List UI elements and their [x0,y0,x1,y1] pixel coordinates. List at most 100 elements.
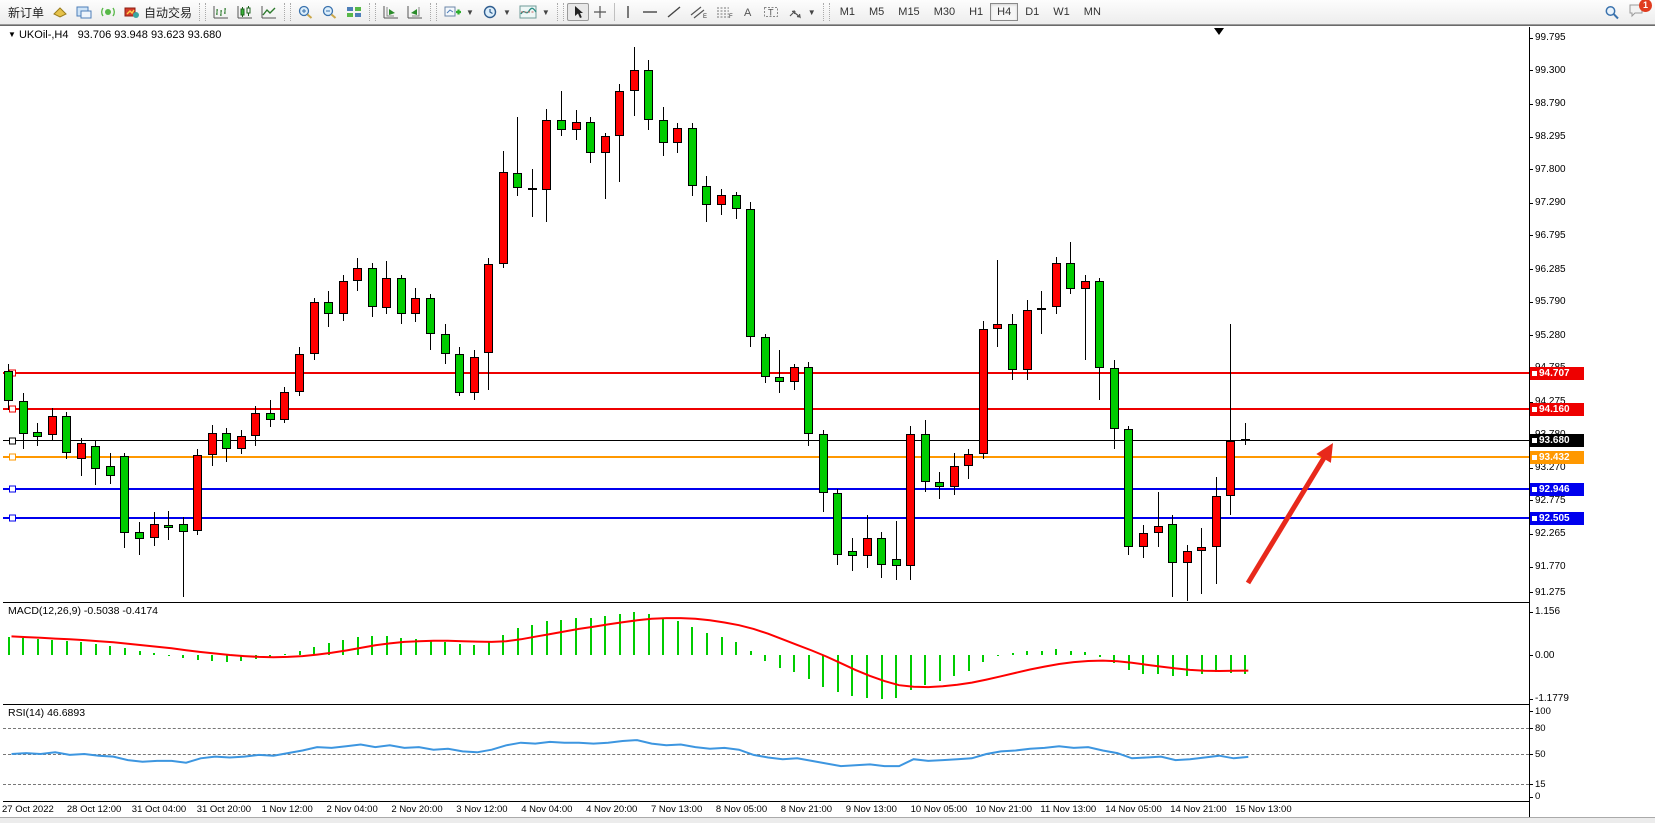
search-icon[interactable] [1604,5,1620,20]
horizontal-level-line[interactable] [3,485,1529,493]
candle-body [498,172,508,264]
shapes-button[interactable]: ▼ [783,3,820,21]
notifications-button[interactable]: 1 [1628,0,1652,21]
candle [105,452,115,485]
notification-badge: 1 [1639,0,1652,12]
fibonacci-button[interactable]: F [712,3,738,21]
cursor-button[interactable] [566,3,589,21]
time-axis[interactable] [3,801,1529,818]
candle [789,363,799,390]
horizontal-line-button[interactable] [638,3,662,21]
candle [411,287,421,323]
candle [1153,492,1163,548]
macd-histogram-bar [851,655,854,696]
price-axis[interactable] [1529,27,1655,817]
autotrading-button[interactable]: 自动交易 [120,2,196,23]
macd-histogram-bar [7,637,10,655]
macd-histogram-bar [822,655,825,687]
bar-chart-button[interactable] [209,3,233,21]
chevron-down-icon: ▼ [807,7,816,17]
price-pane[interactable] [3,27,1529,600]
candle [236,429,246,454]
macd-pane[interactable] [3,602,1529,703]
macd-histogram-bar [924,655,927,685]
macd-histogram-bar [531,625,534,655]
chart-shift-icon [383,6,399,19]
macd-histogram-bar [880,655,883,699]
zoom-out-button[interactable] [318,3,342,21]
vertical-line-button[interactable] [618,3,638,21]
rsi-level-line [3,728,1529,729]
macd-histogram-bar [967,655,970,671]
horizontal-level-line[interactable] [3,453,1529,461]
tile-windows-button[interactable] [342,3,366,21]
candle [1080,274,1090,361]
candle-body [193,455,203,532]
candle [818,429,828,512]
macd-histogram-bar [254,655,257,659]
candle [877,531,886,578]
horizontal-level-line[interactable] [3,405,1529,413]
line-handle[interactable] [9,405,16,413]
channel-button[interactable]: E [686,3,712,21]
macd-histogram-bar [996,655,999,656]
candlestick-button[interactable] [233,3,257,21]
candle [673,123,683,153]
candle [556,91,566,137]
trendline-button[interactable] [662,3,686,21]
timeframe-m1[interactable]: M1 [839,6,855,18]
rsi-pane[interactable] [3,704,1529,802]
horizontal-level-line[interactable] [3,437,1529,445]
line-handle[interactable] [9,453,16,461]
line-handle[interactable] [9,485,16,493]
new-order-button[interactable]: 新订单 [0,2,48,23]
chart-area: ▼ UKOil-,H4 93.706 93.948 93.623 93.680 … [0,25,1655,823]
horizontal-level-line[interactable] [3,514,1529,522]
time-axis-label: 14 Nov 21:00 [1170,804,1227,815]
market-watch-button[interactable] [48,3,72,21]
line-handle[interactable] [9,514,16,522]
candle [280,386,290,423]
line-chart-button[interactable] [257,3,281,21]
macd-histogram-bar [1055,649,1058,655]
chart-shift-marker[interactable] [1214,28,1224,35]
timeframe-mn[interactable]: MN [1083,6,1101,18]
timeframe-m5[interactable]: M5 [869,6,885,18]
symbol-dropdown-icon[interactable]: ▼ [8,30,16,39]
candle [178,517,188,598]
time-axis-label: 2 Nov 20:00 [391,804,443,815]
rsi-axis-tick [1529,710,1533,712]
text-button[interactable]: A [738,3,759,21]
macd-histogram-bar [22,638,25,655]
badge-marker [1532,515,1537,521]
indicators-button[interactable]: ▼ [515,3,554,21]
chart-shift-button[interactable] [379,3,403,21]
timeframe-h4[interactable]: H4 [990,3,1019,21]
new-chart-button[interactable]: ▼ [440,3,478,21]
period-button[interactable]: ▼ [478,3,515,21]
timeframe-d1[interactable]: D1 [1025,6,1040,18]
line-handle[interactable] [9,437,16,445]
macd-histogram-bar [298,651,301,655]
macd-histogram-bar [502,634,505,655]
timeframe-m30[interactable]: M30 [933,6,956,18]
timeframe-h1[interactable]: H1 [969,6,984,18]
macd-histogram-bar [1200,655,1203,675]
svg-text:T: T [768,8,774,18]
zoom-in-button[interactable] [294,3,318,21]
signal-button[interactable] [96,3,120,21]
crosshair-button[interactable] [589,3,611,21]
timeframe-m15[interactable]: M15 [898,6,920,18]
macd-histogram-bar [938,655,941,682]
chart-autoscroll-icon [407,6,423,19]
macd-histogram-bar [429,640,432,655]
price-axis-label: 96.795 [1535,229,1566,241]
label-button[interactable]: T [759,3,783,21]
candle-body [1066,262,1076,290]
window-footer [0,817,1655,823]
price-axis-label: 97.800 [1535,163,1566,175]
terminal-button[interactable] [72,3,96,21]
timeframe-w1[interactable]: W1 [1053,6,1070,18]
macd-histogram-bar [560,619,563,655]
chart-autoscroll-button[interactable] [403,3,427,21]
